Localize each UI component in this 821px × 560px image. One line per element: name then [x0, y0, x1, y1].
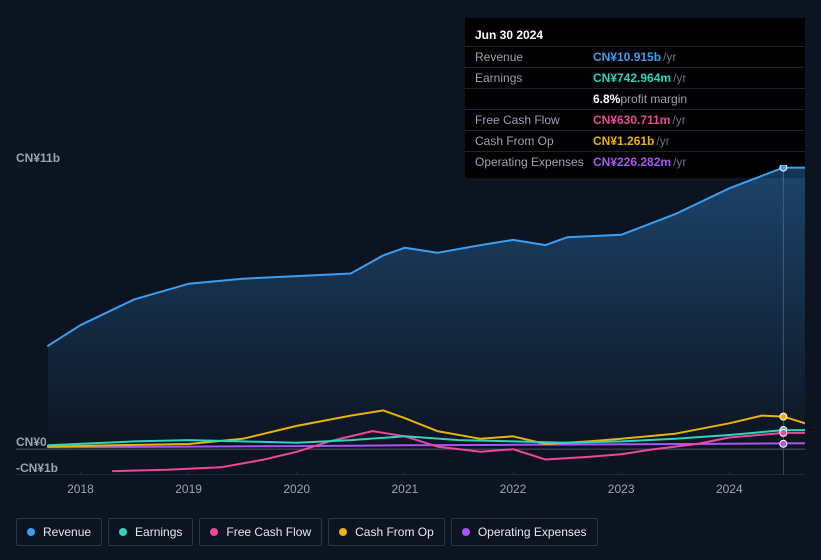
- tooltip-unit: /yr: [672, 113, 685, 127]
- tooltip-row: EarningsCN¥742.964m /yr: [465, 67, 805, 88]
- tooltip-metric-value: CN¥630.711m: [593, 113, 670, 127]
- x-axis-tick: 2021: [392, 482, 419, 496]
- legend-item-earnings[interactable]: Earnings: [108, 518, 193, 546]
- tooltip-margin-label: profit margin: [620, 92, 687, 106]
- tooltip-metric-label: Earnings: [475, 71, 593, 85]
- chart-area: CN¥11bCN¥0-CN¥1b: [16, 165, 805, 475]
- tooltip-metric-label: Free Cash Flow: [475, 113, 593, 127]
- legend-item-revenue[interactable]: Revenue: [16, 518, 102, 546]
- legend-dot-icon: [27, 528, 35, 536]
- marker-opex: [780, 440, 787, 447]
- tooltip-metric-label: Cash From Op: [475, 134, 593, 148]
- tooltip-row: RevenueCN¥10.915b /yr: [465, 46, 805, 67]
- legend-label: Revenue: [43, 525, 91, 539]
- tooltip-unit: /yr: [663, 50, 676, 64]
- x-axis-tick: 2024: [716, 482, 743, 496]
- legend-label: Free Cash Flow: [226, 525, 311, 539]
- legend-dot-icon: [210, 528, 218, 536]
- tooltip-margin-pct: 6.8%: [593, 92, 620, 106]
- tooltip-panel: Jun 30 2024 RevenueCN¥10.915b /yrEarning…: [465, 18, 805, 178]
- legend-dot-icon: [462, 528, 470, 536]
- legend-dot-icon: [339, 528, 347, 536]
- y-axis-label: CN¥11b: [16, 151, 60, 165]
- y-axis-label: -CN¥1b: [16, 461, 58, 475]
- x-axis-tick: 2019: [175, 482, 202, 496]
- x-axis-tick: 2020: [283, 482, 310, 496]
- legend-item-opex[interactable]: Operating Expenses: [451, 518, 598, 546]
- legend: Revenue Earnings Free Cash Flow Cash From O…: [16, 518, 598, 546]
- tooltip-row: Free Cash FlowCN¥630.711m /yr: [465, 109, 805, 130]
- x-axis-tick: 2023: [608, 482, 635, 496]
- x-axis-tick: 2018: [67, 482, 94, 496]
- legend-label: Operating Expenses: [478, 525, 587, 539]
- chart-plot: [16, 165, 805, 475]
- marker-cfo: [780, 413, 787, 420]
- marker-revenue: [780, 165, 787, 171]
- legend-label: Earnings: [135, 525, 182, 539]
- marker-fcf: [780, 429, 787, 436]
- x-axis: 2018 2019 2020 2021 2022 2023 2024: [16, 482, 805, 502]
- y-axis-label: CN¥0: [16, 435, 47, 449]
- tooltip-metric-value: CN¥1.261b: [593, 134, 654, 148]
- tooltip-date: Jun 30 2024: [465, 24, 805, 46]
- tooltip-metric-label: Revenue: [475, 50, 593, 64]
- tooltip-metric-value: CN¥742.964m: [593, 71, 671, 85]
- legend-dot-icon: [119, 528, 127, 536]
- tooltip-unit: /yr: [673, 71, 686, 85]
- tooltip-metric-value: CN¥10.915b: [593, 50, 661, 64]
- tooltip-margin-row: 6.8% profit margin: [465, 88, 805, 109]
- tooltip-unit: /yr: [656, 134, 669, 148]
- x-axis-tick: 2022: [500, 482, 527, 496]
- legend-label: Cash From Op: [355, 525, 434, 539]
- tooltip-row: Cash From OpCN¥1.261b /yr: [465, 130, 805, 151]
- legend-item-cfo[interactable]: Cash From Op: [328, 518, 445, 546]
- legend-item-fcf[interactable]: Free Cash Flow: [199, 518, 322, 546]
